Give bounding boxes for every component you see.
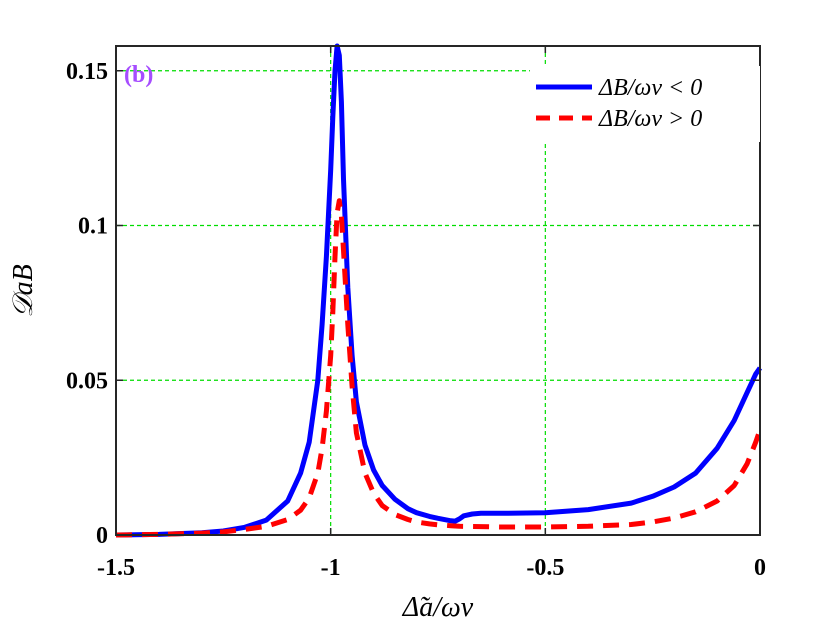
series-line-1 [115, 43, 763, 538]
panel-label: (b) [124, 62, 153, 88]
plot-series [115, 43, 763, 538]
y-tick-label: 0.15 [66, 59, 108, 85]
y-tick-label: 0 [96, 523, 108, 549]
legend-label-series-2: ΔB/ων > 0 [598, 106, 702, 132]
legend-label-series-1: ΔB/ων < 0 [598, 75, 702, 101]
plot-frame [115, 45, 761, 536]
axis-ticks: -1.5 -1 -0.5 0 0 0.05 0.1 0.15 [66, 46, 766, 581]
series-line-2 [115, 198, 763, 538]
legend: ΔB/ων < 0 ΔB/ων > 0 [530, 66, 760, 142]
grid [116, 46, 760, 535]
y-tick-label: 0.05 [66, 368, 108, 394]
x-tick-label: 0 [754, 555, 766, 581]
x-tick-label: -1.5 [97, 555, 135, 581]
x-tick-label: -0.5 [526, 555, 564, 581]
y-axis-label: 𝒟aB [8, 264, 39, 317]
y-tick-label: 0.1 [78, 214, 108, 240]
x-tick-label: -1 [321, 555, 341, 581]
legend-box [530, 66, 760, 142]
x-axis-label: Δ̃a/ων [402, 592, 474, 623]
